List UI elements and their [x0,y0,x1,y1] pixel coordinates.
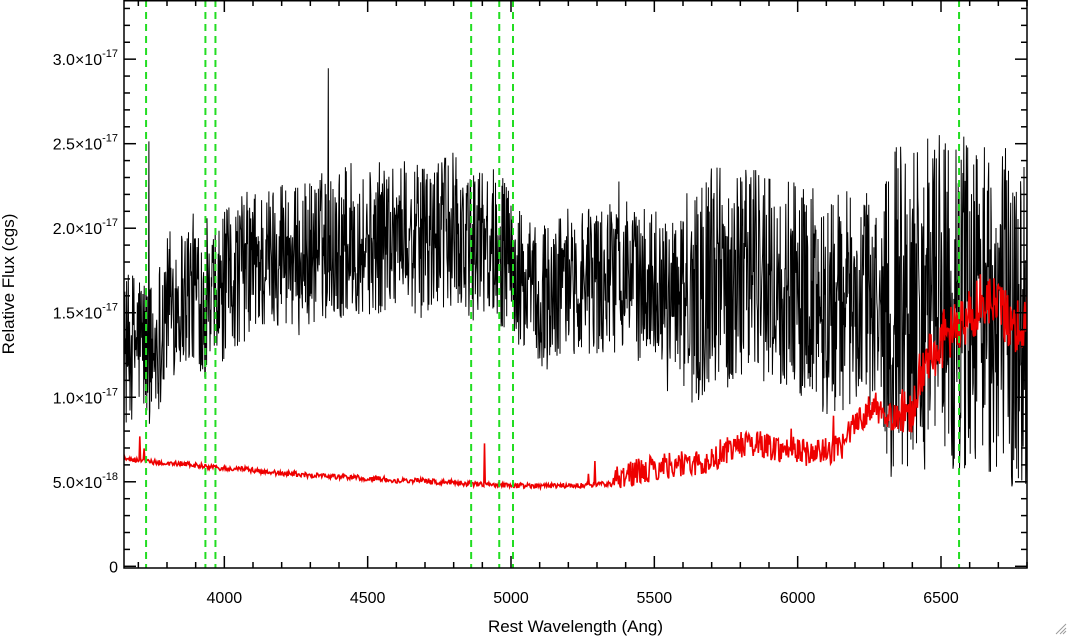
y-tick-label: 1.5×10-17 [53,302,118,323]
y-tick-label: 2.0×10-17 [53,217,118,238]
x-tick-label: 4500 [350,590,386,607]
x-tick-label: 4000 [207,590,243,607]
x-tick-label: 5000 [493,590,529,607]
plot-frame [123,0,1028,569]
y-axis-ticks: 0 5.0×10-18 1.0×10-17 1.5×10-17 2.0×10-17 2.5… [53,7,1027,576]
series-line-observed [124,68,1027,487]
series-line-model [124,274,1027,492]
x-axis-title: Rest Wavelength (Ang) [488,617,663,636]
plot-content [124,0,1027,568]
x-tick-label: 6500 [923,590,959,607]
y-tick-label: 3.0×10-17 [53,48,118,69]
y-tick-label: 1.0×10-17 [53,386,118,407]
x-axis-ticks: 4000 4500 5000 5500 6000 6500 [137,0,1028,607]
x-tick-label: 5500 [637,590,673,607]
y-tick-label: 2.5×10-17 [53,133,118,154]
y-tick-label: 0 [109,559,118,576]
x-tick-label: 6000 [780,590,816,607]
resize-grip-icon[interactable] [1055,623,1067,635]
y-axis-title: Relative Flux (cgs) [0,214,18,355]
y-tick-label: 5.0×10-18 [53,471,118,492]
